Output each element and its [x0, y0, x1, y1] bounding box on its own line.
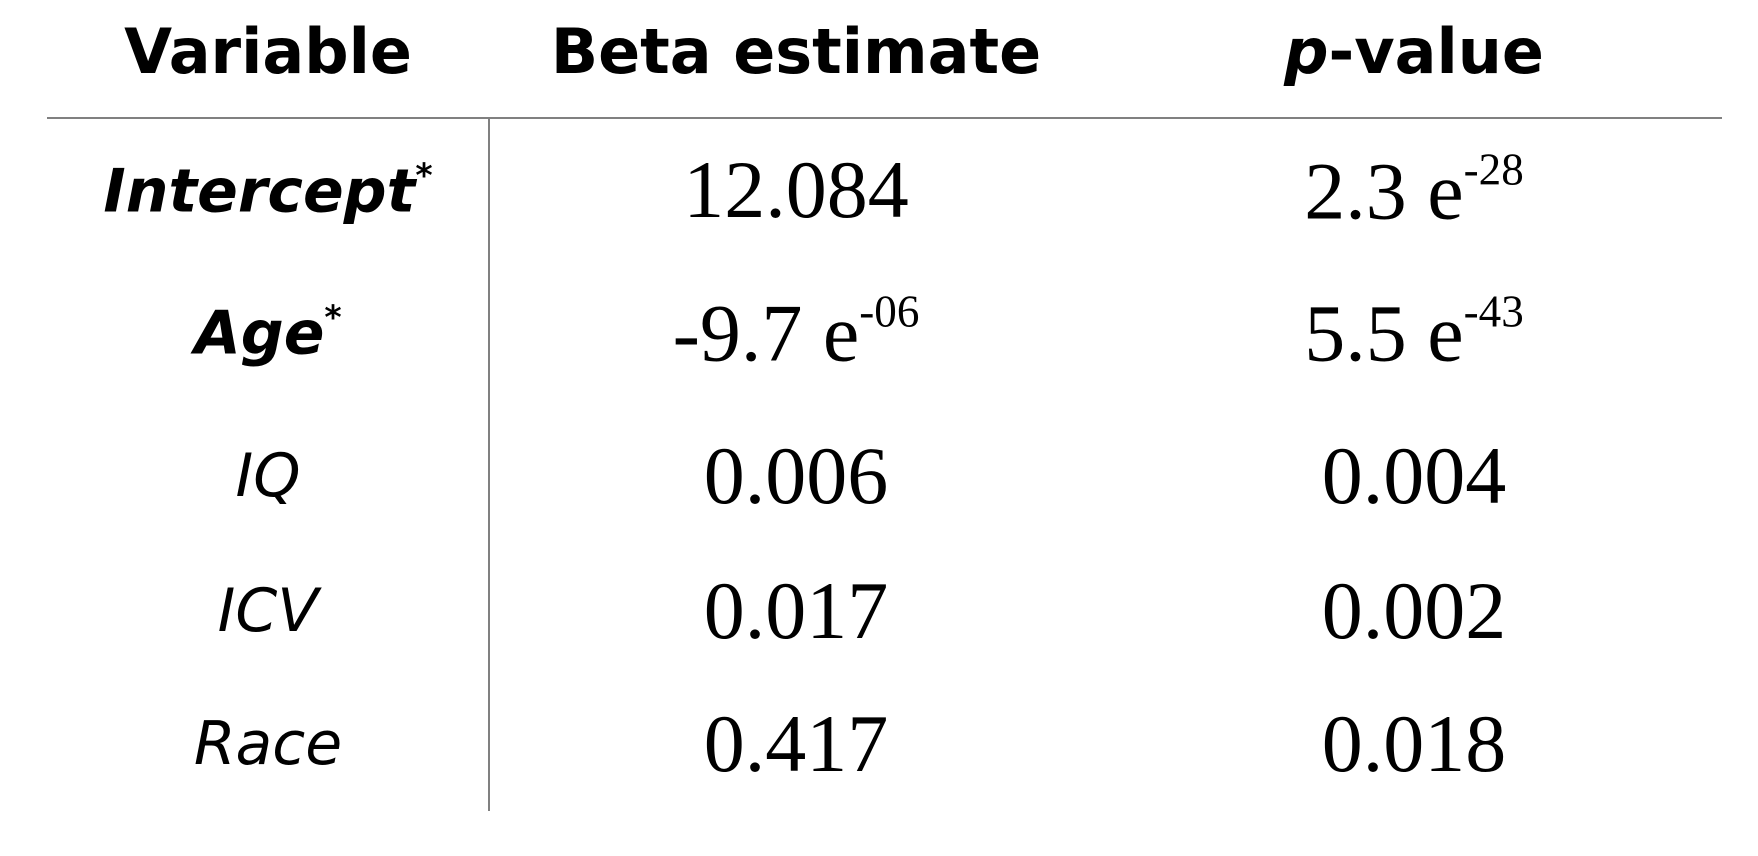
p-cell: 0.004 — [1322, 435, 1507, 517]
variable-name: Intercept — [103, 156, 416, 227]
beta-cell: 0.017 — [704, 570, 889, 652]
beta-cell: 0.006 — [704, 435, 889, 517]
variable-mark: * — [415, 155, 433, 195]
p-exponent: -43 — [1463, 286, 1524, 337]
variable-name: Age — [194, 298, 325, 369]
p-value: 2.3 e — [1304, 145, 1464, 237]
beta-value: 0.006 — [703, 430, 889, 521]
variable-cell: Intercept* — [103, 159, 432, 222]
p-cell: 0.018 — [1322, 703, 1507, 785]
variable-cell: Age* — [194, 301, 341, 364]
header-variable: Variable — [124, 15, 412, 88]
variable-cell: ICV — [218, 581, 319, 641]
beta-cell: 12.084 — [683, 149, 909, 231]
variable-name: Race — [193, 709, 343, 779]
beta-cell: 0.417 — [704, 703, 889, 785]
variable-name: IQ — [235, 441, 301, 511]
p-cell: 5.5 e-43 — [1304, 286, 1524, 379]
column-rule — [488, 118, 490, 811]
p-value: 5.5 e — [1304, 287, 1464, 379]
beta-value: 0.417 — [703, 698, 889, 789]
variable-name: ICV — [217, 576, 319, 646]
header-p-italic: p — [1284, 15, 1329, 88]
p-cell: 2.3 e-28 — [1304, 144, 1524, 237]
p-value: 0.004 — [1321, 430, 1507, 521]
beta-exponent: -06 — [859, 286, 920, 337]
p-exponent: -28 — [1463, 144, 1524, 195]
variable-cell: Race — [194, 714, 342, 774]
beta-value: -9.7 e — [672, 287, 860, 379]
beta-value: 0.017 — [703, 565, 889, 656]
header-beta: Beta estimate — [550, 15, 1042, 88]
header-p-value: p-value — [1284, 21, 1544, 83]
header-rule — [47, 117, 1722, 119]
header-p-rest: -value — [1328, 15, 1544, 88]
p-value: 0.018 — [1321, 698, 1507, 789]
variable-mark: * — [324, 297, 342, 337]
beta-value: 12.084 — [683, 144, 909, 235]
p-cell: 0.002 — [1322, 570, 1507, 652]
p-value: 0.002 — [1321, 565, 1507, 656]
beta-cell: -9.7 e-06 — [672, 286, 920, 379]
variable-cell: IQ — [236, 446, 301, 506]
